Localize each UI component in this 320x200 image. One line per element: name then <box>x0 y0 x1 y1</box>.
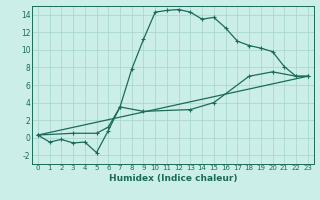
X-axis label: Humidex (Indice chaleur): Humidex (Indice chaleur) <box>108 174 237 183</box>
